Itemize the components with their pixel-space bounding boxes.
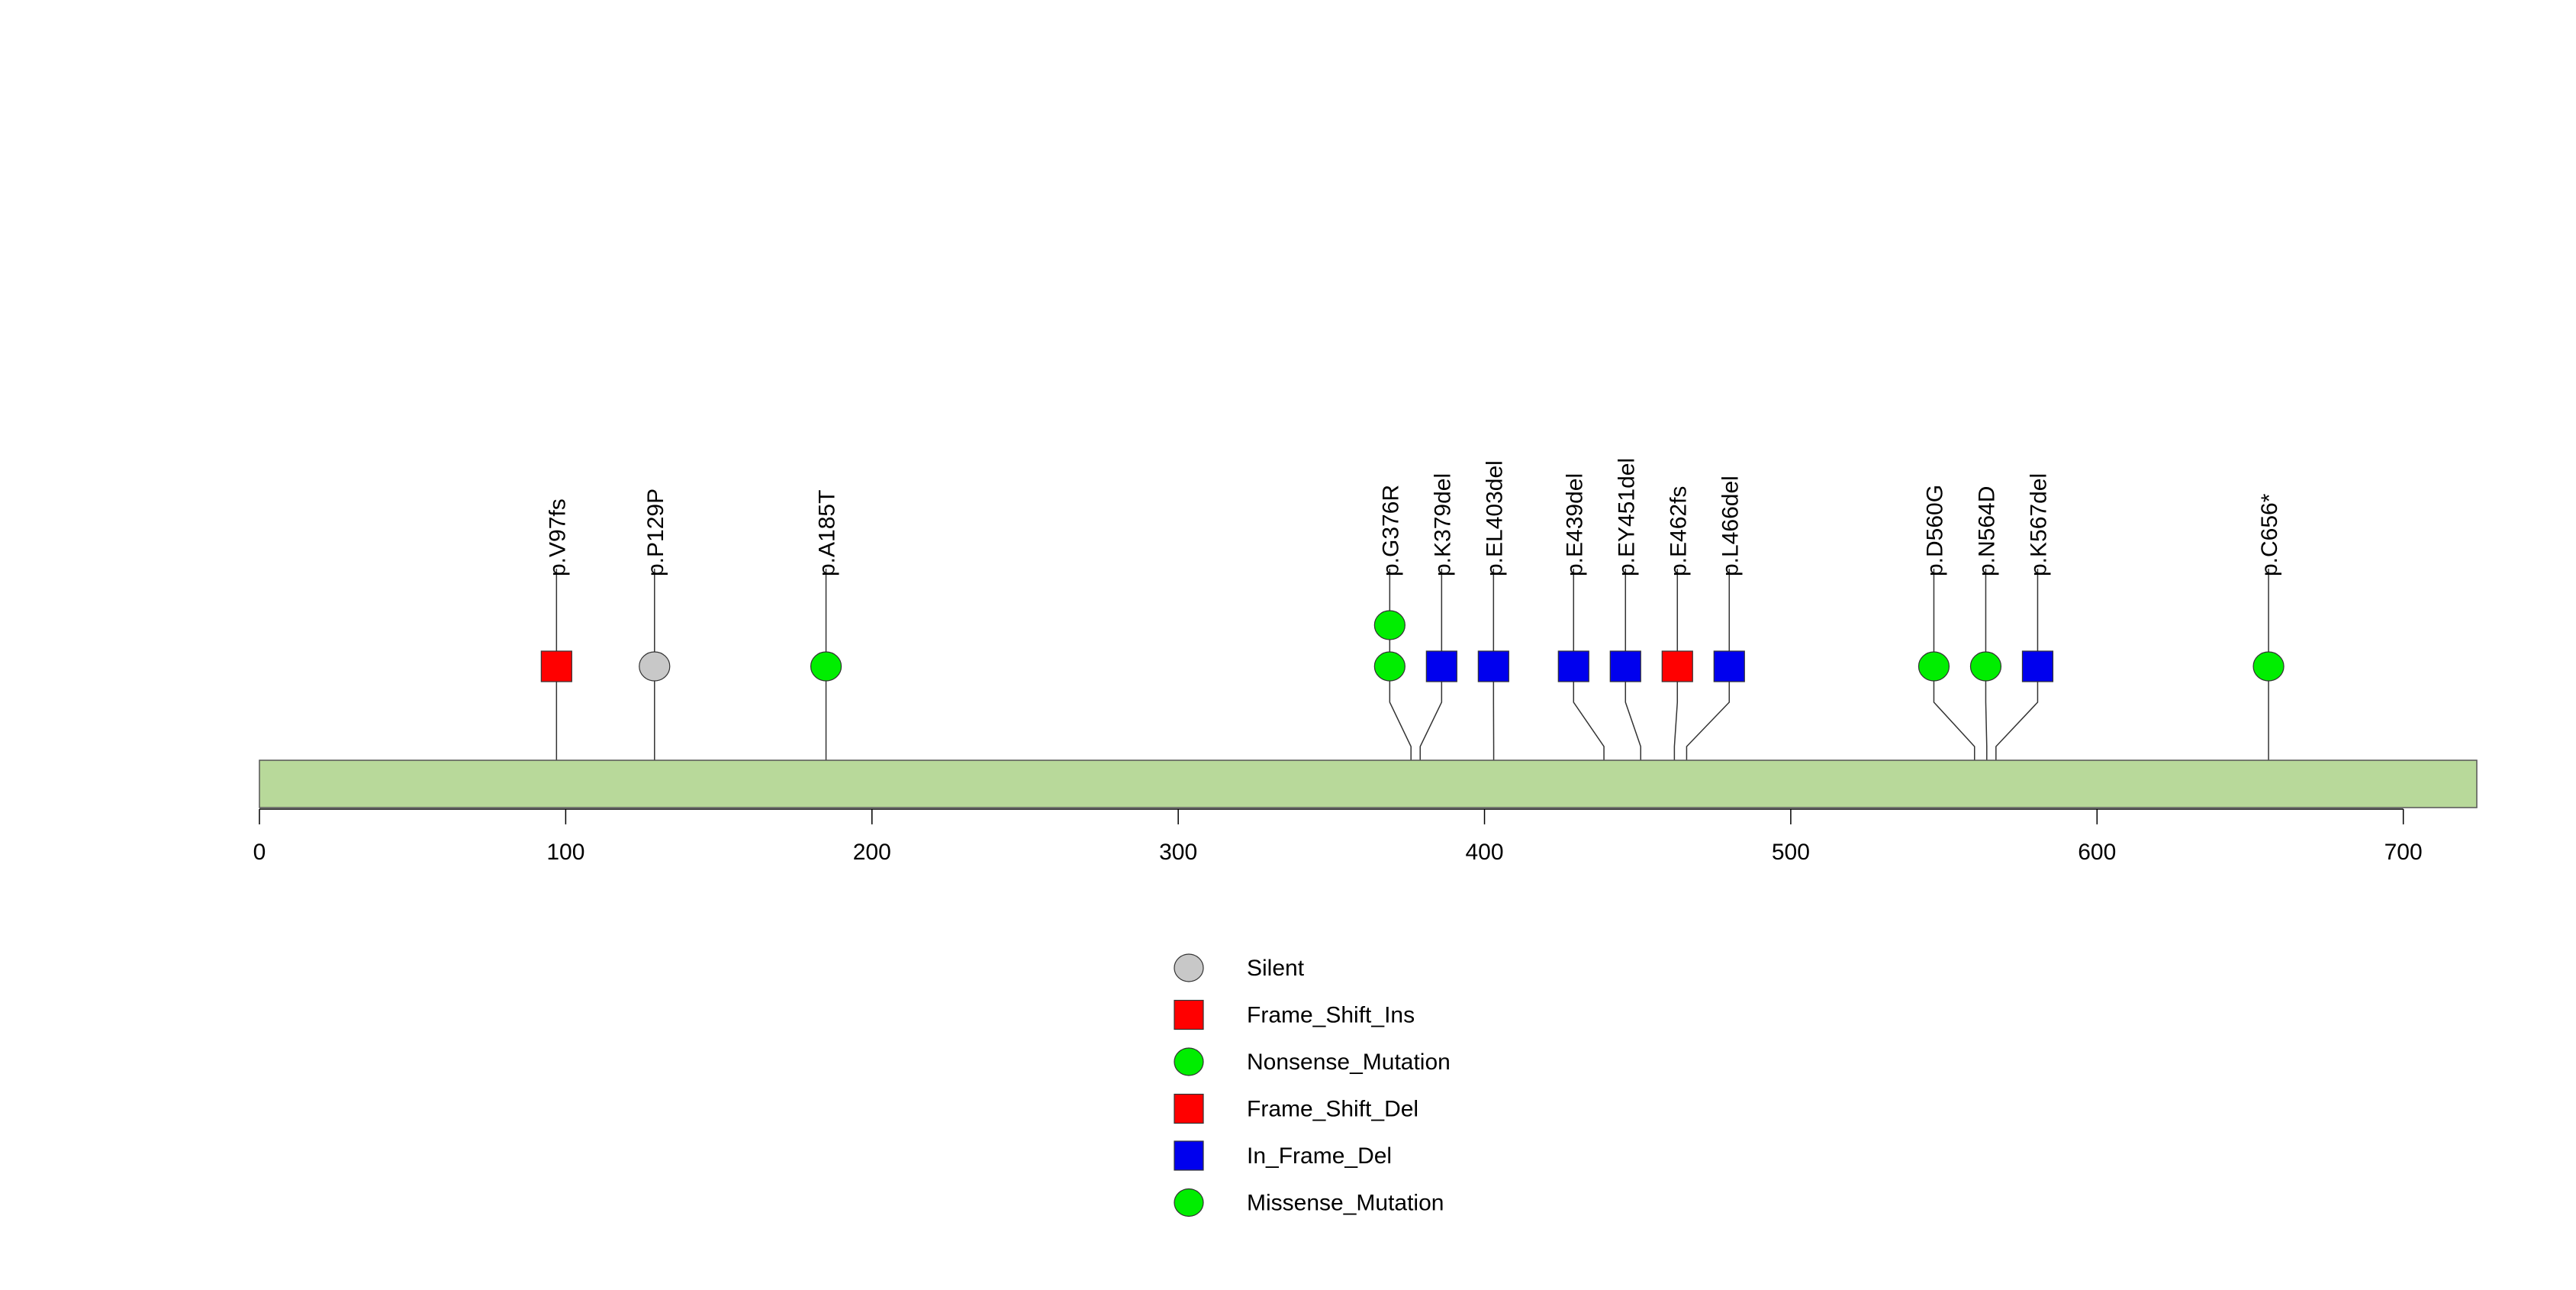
- mutation-p-k379del-marker: [1425, 650, 1457, 682]
- x-tick-label-300: 300: [1159, 840, 1197, 865]
- mutation-p-p129p-marker: [639, 651, 671, 682]
- mutation-p-a185t-marker: [810, 651, 842, 682]
- legend: Silent Frame_Shift_Ins Nonsense_Mutation Fr…: [1174, 953, 1451, 1217]
- mutation-labels: p.V97fs p.P129P p.A185T p.G376R p.K379del p.E…: [545, 458, 2282, 576]
- legend-silent-swatch: [1174, 953, 1204, 982]
- mutation-p-c656-label: p.C656*: [2257, 493, 2282, 576]
- mutation-p-c656-marker: [2252, 651, 2285, 682]
- legend-missense-mutation-label: Missense_Mutation: [1247, 1191, 1444, 1216]
- protein-bar: [259, 759, 2478, 808]
- x-tick-label-600: 600: [2078, 840, 2116, 865]
- mutation-p-v97fs-marker: [540, 650, 572, 682]
- x-tick-label-500: 500: [1772, 840, 1810, 865]
- x-tick-label-100: 100: [546, 840, 584, 865]
- legend-nonsense-mutation-swatch: [1174, 1047, 1204, 1076]
- legend-frame-shift-ins-swatch: [1174, 999, 1204, 1030]
- legend-frame-shift-del-label: Frame_Shift_Del: [1247, 1097, 1418, 1122]
- x-tick-label-700: 700: [2384, 840, 2423, 865]
- mutation-p-l466del-label: p.L466del: [1718, 476, 1743, 576]
- legend-in-frame-del-swatch: [1174, 1140, 1204, 1171]
- legend-frame-shift-ins-label: Frame_Shift_Ins: [1247, 1003, 1415, 1028]
- mutation-p-g376r-label: p.G376R: [1378, 485, 1403, 576]
- mutation-p-n564d-label: p.N564D: [1974, 486, 1999, 576]
- mutation-p-e462fs-label: p.E462fs: [1666, 486, 1691, 576]
- x-axis: 0 100 200 300 400 500 600 700: [253, 808, 2423, 865]
- mutation-p-d560g-marker: [1918, 651, 1950, 682]
- x-tick-label-400: 400: [1465, 840, 1503, 865]
- mutation-p-el403del-marker: [1477, 650, 1509, 682]
- mutation-p-ey451del-label: p.EY451del: [1614, 458, 1639, 576]
- mutation-p-p129p-label: p.P129P: [643, 489, 668, 576]
- legend-in-frame-del-label: In_Frame_Del: [1247, 1143, 1392, 1169]
- legend-nonsense-mutation-label: Nonsense_Mutation: [1247, 1050, 1451, 1075]
- mutation-p-k379del-label: p.K379del: [1430, 473, 1455, 576]
- mutation-p-v97fs-label: p.V97fs: [545, 498, 570, 576]
- x-tick-label-0: 0: [253, 840, 266, 865]
- mutation-p-g376r-marker: [1373, 651, 1406, 682]
- mutation-p-d560g-label: p.D560G: [1922, 485, 1947, 576]
- legend-silent-label: Silent: [1247, 956, 1305, 981]
- x-tick-label-200: 200: [853, 840, 891, 865]
- legend-frame-shift-del-swatch: [1174, 1093, 1204, 1124]
- mutation-p-k567del-label: p.K567del: [2026, 473, 2051, 576]
- mutation-p-el403del-label: p.EL403del: [1482, 460, 1507, 576]
- mutation-p-l466del-marker: [1713, 650, 1745, 682]
- mutation-p-k567del-marker: [2021, 650, 2054, 682]
- mutation-p-a185t-label: p.A185T: [815, 490, 840, 576]
- mutation-markers: [540, 610, 2285, 682]
- legend-missense-mutation-swatch: [1174, 1188, 1204, 1217]
- mutation-p-e439del-marker: [1557, 650, 1589, 682]
- mutation-p-ey451del-marker: [1609, 650, 1641, 682]
- mutation-p-e462fs-marker: [1661, 650, 1693, 682]
- mutation-p-e439del-label: p.E439del: [1562, 473, 1587, 576]
- mutation-p-g376r-marker: [1373, 610, 1406, 640]
- mutation-p-n564d-marker: [1969, 651, 2002, 682]
